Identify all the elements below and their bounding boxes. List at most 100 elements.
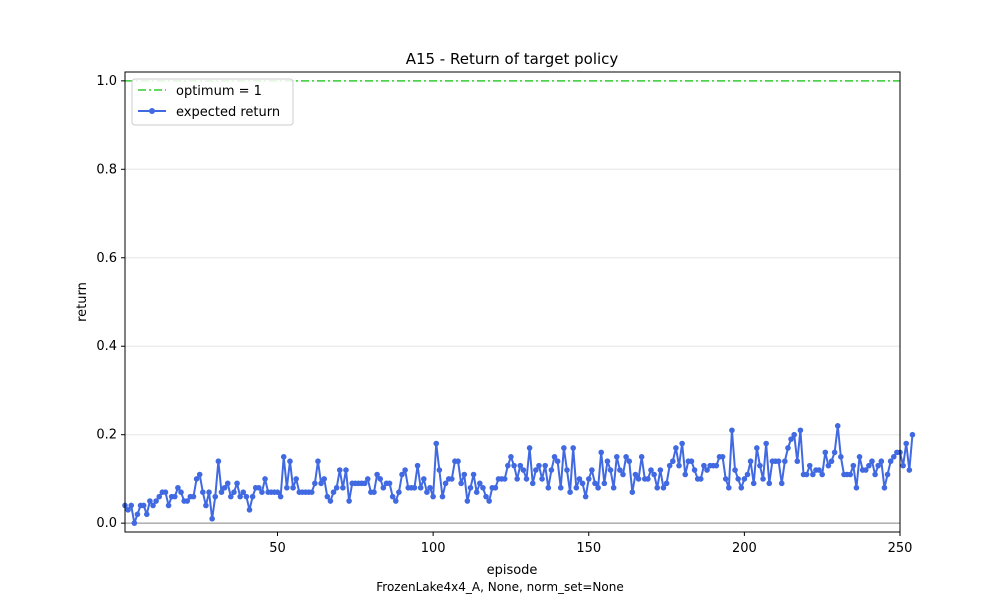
expected-return-point [153, 498, 159, 504]
expected-return-point [511, 462, 517, 469]
expected-return-point [470, 471, 477, 478]
expected-return-point [386, 480, 393, 487]
expected-return-point [231, 489, 237, 495]
expected-return-point [869, 458, 875, 465]
expected-return-point [825, 462, 832, 469]
expected-return-point [778, 480, 785, 487]
expected-return-point [620, 471, 626, 478]
expected-return-point [228, 493, 234, 500]
expected-return-point [834, 423, 841, 429]
expected-return-point [150, 502, 156, 509]
expected-return-point [315, 458, 321, 465]
expected-return-point [436, 467, 443, 473]
y-tick-label: 0.2 [96, 428, 117, 443]
expected-return-point [613, 454, 620, 460]
expected-return-point [234, 480, 240, 487]
expected-return-point [660, 484, 667, 491]
expected-return-point [256, 484, 262, 491]
expected-return-point [417, 484, 424, 491]
expected-return-point [582, 493, 589, 500]
expected-return-point [508, 454, 514, 460]
expected-return-point [648, 467, 654, 473]
legend-optimum-label: optimum = 1 [176, 84, 262, 99]
expected-return-point [284, 484, 290, 491]
expected-return-point [449, 476, 455, 482]
expected-return-point [143, 511, 150, 518]
expected-return-point [750, 480, 757, 487]
expected-return-point [557, 484, 564, 491]
plot-frame [124, 71, 901, 533]
expected-return-point [424, 489, 430, 495]
expected-return-point [551, 454, 558, 460]
expected-return-point [638, 454, 645, 460]
expected-return-point [850, 462, 857, 469]
expected-return-point [579, 480, 586, 487]
expected-return-point [691, 467, 698, 473]
expected-return-point [688, 458, 695, 465]
expected-return-point [542, 462, 548, 469]
expected-return-point [501, 476, 508, 482]
expected-return-point [172, 493, 178, 500]
y-tick-label: 1.0 [96, 74, 117, 89]
y-tick-label: 0.8 [96, 162, 117, 177]
expected-return-point [732, 467, 738, 473]
expected-return-point [190, 493, 197, 500]
chart-caption: FrozenLake4x4_A, None, norm_set=None [376, 580, 623, 594]
expected-return-point [427, 484, 433, 491]
expected-return-point [669, 458, 676, 465]
expected-return-point [293, 476, 299, 482]
expected-return-point [645, 476, 651, 482]
expected-return-point [775, 458, 782, 465]
expected-return-point [884, 471, 891, 478]
expected-return-point [567, 489, 573, 495]
y-tick-label: 0.0 [96, 516, 117, 531]
expected-return-point [592, 480, 598, 487]
expected-return-point [361, 480, 368, 487]
expected-return-point [221, 484, 228, 491]
expected-return-point [701, 462, 707, 469]
expected-return-point [741, 476, 748, 482]
expected-return-point [595, 484, 601, 491]
expected-return-point [698, 476, 704, 482]
expected-return-point [128, 502, 135, 509]
expected-return-point [545, 484, 552, 491]
expected-return-point [722, 476, 729, 482]
expected-return-point [819, 471, 825, 478]
expected-return-point [803, 471, 810, 478]
expected-return-point [679, 440, 685, 447]
expected-return-point [632, 471, 639, 478]
expected-return-point [324, 493, 331, 500]
expected-return-point [906, 467, 913, 473]
expected-return-point [626, 458, 633, 465]
expected-return-point [442, 480, 449, 487]
expected-return-point [763, 440, 769, 447]
expected-return-point [651, 471, 657, 478]
expected-return-point [676, 462, 682, 469]
expected-return-point [389, 493, 396, 500]
y-axis-ticks: 0.0 0.2 0.4 0.6 0.8 1.0 [96, 74, 125, 531]
expected-return-point [377, 476, 384, 482]
expected-return-point [909, 431, 916, 438]
expected-return-point [517, 462, 524, 469]
expected-return-point [900, 462, 906, 469]
expected-return-point [455, 458, 461, 465]
expected-return-point [505, 462, 511, 469]
expected-return-point [461, 471, 468, 478]
expected-return-point [589, 467, 595, 473]
expected-return-point [887, 458, 894, 465]
expected-return-point [184, 498, 191, 504]
expected-return-point [766, 480, 773, 487]
expected-return-point [573, 484, 580, 491]
x-tick-label: 100 [421, 541, 446, 556]
expected-return-point [797, 427, 804, 434]
expected-return-point [480, 484, 486, 491]
expected-return-point [760, 476, 766, 482]
expected-return-point [277, 493, 284, 500]
expected-return-point [806, 462, 813, 469]
expected-return-point [514, 476, 520, 482]
expected-return-point [791, 431, 797, 438]
expected-return-point [847, 471, 853, 478]
expected-return-point [853, 484, 860, 491]
expected-return-point [610, 484, 617, 491]
